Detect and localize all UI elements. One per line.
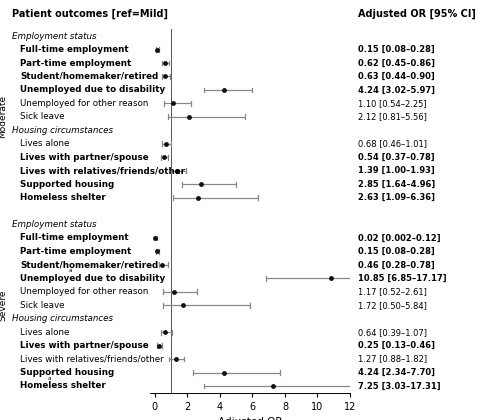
Text: Employment status: Employment status	[12, 220, 97, 229]
Text: 2.85 [1.64–4.96]: 2.85 [1.64–4.96]	[358, 180, 435, 189]
Text: Sick leave: Sick leave	[20, 113, 64, 121]
Text: Homeless shelter: Homeless shelter	[20, 381, 106, 391]
Text: Unemployed due to disability: Unemployed due to disability	[20, 274, 165, 283]
Text: 0.54 [0.37–0.78]: 0.54 [0.37–0.78]	[358, 153, 434, 162]
Text: a: a	[20, 268, 72, 273]
Text: 0.15 [0.08–0.28]: 0.15 [0.08–0.28]	[358, 247, 434, 256]
Text: 1.27 [0.88–1.82]: 1.27 [0.88–1.82]	[358, 354, 426, 364]
Text: Lives with relatives/friends/other: Lives with relatives/friends/other	[20, 354, 164, 364]
Text: 10.85 [6.85–17.17]: 10.85 [6.85–17.17]	[358, 274, 446, 283]
Text: 0.68 [0.46–1.01]: 0.68 [0.46–1.01]	[358, 139, 426, 148]
Text: Unemployed due to disability: Unemployed due to disability	[20, 85, 165, 94]
Text: 0.62 [0.45–0.86]: 0.62 [0.45–0.86]	[358, 58, 434, 68]
Text: Full-time employment: Full-time employment	[20, 234, 128, 242]
Text: 2.12 [0.81–5.56]: 2.12 [0.81–5.56]	[358, 113, 426, 121]
Text: 7.25 [3.03–17.31]: 7.25 [3.03–17.31]	[358, 381, 440, 391]
Text: Homeless shelter: Homeless shelter	[20, 193, 106, 202]
Text: Student/homemaker/retired: Student/homemaker/retired	[20, 72, 158, 81]
Text: Part-time employment: Part-time employment	[20, 58, 131, 68]
Text: Lives alone: Lives alone	[20, 328, 70, 337]
Text: Unemployed for other reason: Unemployed for other reason	[20, 287, 148, 296]
Text: 0.02 [0.002–0.12]: 0.02 [0.002–0.12]	[358, 234, 440, 242]
Text: 4.24 [2.34–7.70]: 4.24 [2.34–7.70]	[358, 368, 434, 377]
Text: Supported housing: Supported housing	[20, 180, 114, 189]
Text: Lives alone: Lives alone	[20, 139, 70, 148]
Text: a: a	[20, 375, 52, 381]
Text: Lives with partner/spouse: Lives with partner/spouse	[20, 153, 148, 162]
Text: 0.64 [0.39–1.07]: 0.64 [0.39–1.07]	[358, 328, 426, 337]
Text: Part-time employment: Part-time employment	[20, 247, 131, 256]
Text: Sick leave: Sick leave	[20, 301, 64, 310]
Text: Moderate: Moderate	[0, 95, 7, 139]
Text: 2.63 [1.09–6.36]: 2.63 [1.09–6.36]	[358, 193, 434, 202]
Text: Student/homemaker/retired: Student/homemaker/retired	[20, 260, 158, 269]
Text: 0.25 [0.13–0.46]: 0.25 [0.13–0.46]	[358, 341, 434, 350]
Text: 4.24 [3.02–5.97]: 4.24 [3.02–5.97]	[358, 85, 434, 94]
Text: Housing circumstances: Housing circumstances	[12, 314, 114, 323]
Text: Supported housing: Supported housing	[20, 368, 114, 377]
Text: 0.15 [0.08–0.28]: 0.15 [0.08–0.28]	[358, 45, 434, 54]
Text: 1.17 [0.52–2.61]: 1.17 [0.52–2.61]	[358, 287, 426, 296]
Text: Unemployed for other reason: Unemployed for other reason	[20, 99, 148, 108]
Text: Employment status: Employment status	[12, 32, 97, 41]
Text: 0.63 [0.44–0.90]: 0.63 [0.44–0.90]	[358, 72, 434, 81]
Text: Full-time employment: Full-time employment	[20, 45, 128, 54]
Text: 1.10 [0.54–2.25]: 1.10 [0.54–2.25]	[358, 99, 426, 108]
Text: 0.46 [0.28–0.78]: 0.46 [0.28–0.78]	[358, 260, 434, 269]
Text: Housing circumstances: Housing circumstances	[12, 126, 114, 135]
Text: Lives with relatives/friends/other: Lives with relatives/friends/other	[20, 166, 185, 175]
Text: Adjusted OR [95% CI]: Adjusted OR [95% CI]	[358, 9, 476, 19]
Text: Patient outcomes [ref=Mild]: Patient outcomes [ref=Mild]	[12, 9, 168, 19]
Text: Severe: Severe	[0, 289, 7, 321]
Text: Lives with partner/spouse: Lives with partner/spouse	[20, 341, 148, 350]
Text: 1.39 [1.00–1.93]: 1.39 [1.00–1.93]	[358, 166, 434, 175]
Text: 1.72 [0.50–5.84]: 1.72 [0.50–5.84]	[358, 301, 426, 310]
X-axis label: Adjusted OR: Adjusted OR	[218, 417, 282, 420]
